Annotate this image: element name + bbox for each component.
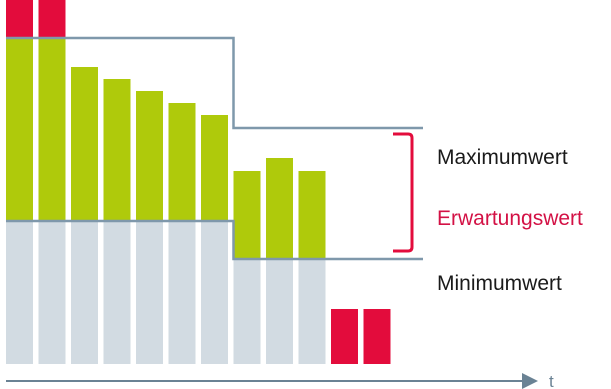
bar-within-range-6 (168, 103, 196, 221)
bar-within-range-7 (201, 115, 228, 221)
bar-below-minimum-7 (201, 221, 228, 364)
bar-within-range-2 (38, 38, 66, 221)
bar-below-minimum-4 (103, 221, 131, 364)
bar-within-range-5 (136, 91, 163, 221)
bar-below-minimum-2 (38, 221, 66, 364)
bar-below-minimum-8 (233, 259, 261, 364)
bar-above-maximum-1 (6, 0, 33, 38)
minimum-line (6, 219, 423, 261)
minimum-label: Minimumwert (437, 272, 562, 295)
bar-within-range-10 (298, 171, 326, 259)
bar-below-minimum-3 (71, 221, 98, 364)
bar-below-minimum-12 (363, 309, 391, 364)
bar-within-range-3 (71, 67, 98, 221)
bar-below-minimum-5 (136, 221, 163, 364)
bar-below-minimum-11 (331, 309, 358, 364)
maximum-line (6, 36, 423, 130)
bar-within-range-1 (6, 38, 33, 221)
time-axis-label: t (549, 372, 554, 389)
bar-within-range-9 (266, 158, 293, 259)
bar-below-minimum-10 (298, 259, 326, 364)
bar-within-range-8 (233, 171, 261, 259)
bars (6, 0, 391, 364)
time-axis-arrow-icon (522, 373, 538, 389)
bar-below-minimum-1 (6, 221, 33, 364)
expected-value-label: Erwartungswert (437, 207, 583, 230)
bar-below-minimum-6 (168, 221, 196, 364)
bar-within-range-4 (103, 79, 131, 221)
bar-above-maximum-2 (38, 0, 66, 38)
bar-below-minimum-9 (266, 259, 293, 364)
threshold-lines (6, 36, 423, 261)
expected-range-bracket (393, 132, 414, 253)
maximum-label: Maximumwert (437, 146, 568, 169)
